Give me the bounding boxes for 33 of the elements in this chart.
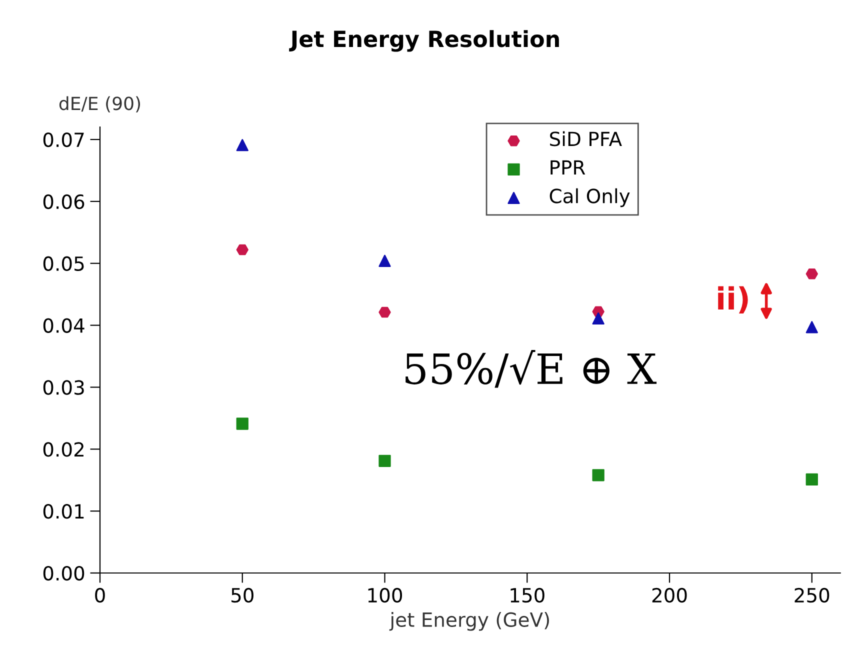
point (378, 254, 391, 267)
point (378, 306, 391, 318)
x-tick-label: 100 (368, 588, 402, 603)
legend-label: PPR (550, 160, 586, 175)
annotation: 55%/√E ⊕ X (406, 350, 657, 388)
x-tick-label: 250 (794, 588, 830, 603)
y-tick-label: 0.00 (43, 566, 84, 581)
point (236, 418, 248, 430)
y-tick-label: 0.04 (43, 318, 84, 333)
x-tick-label: 150 (510, 588, 544, 603)
point (806, 268, 818, 280)
point (378, 454, 391, 467)
point (236, 244, 248, 256)
y-tick-label: 0.06 (43, 194, 84, 210)
chart-title: Jet Energy Resolution (289, 30, 559, 52)
y-axis-title: dE/E (90) (59, 96, 140, 112)
legend-label: SiD PFA (550, 131, 622, 146)
legend-label: Cal Only (550, 188, 630, 208)
x-tick-label: 200 (652, 588, 687, 603)
point (806, 321, 818, 334)
point (592, 312, 604, 325)
y-tick-label: 0.01 (43, 504, 84, 519)
annotation: ii) (718, 286, 748, 314)
point (236, 138, 248, 152)
y-tick-label: 0.05 (43, 256, 84, 272)
x-axis-title: jet Energy (GeV) (389, 612, 549, 631)
y-tick-label: 0.03 (43, 380, 84, 395)
x-tick-label: 0 (95, 588, 105, 603)
y-tick-label: 0.07 (43, 132, 84, 148)
point (592, 469, 604, 482)
y-tick-label: 0.02 (43, 442, 84, 457)
point (806, 473, 818, 486)
x-tick-label: 50 (232, 588, 254, 603)
